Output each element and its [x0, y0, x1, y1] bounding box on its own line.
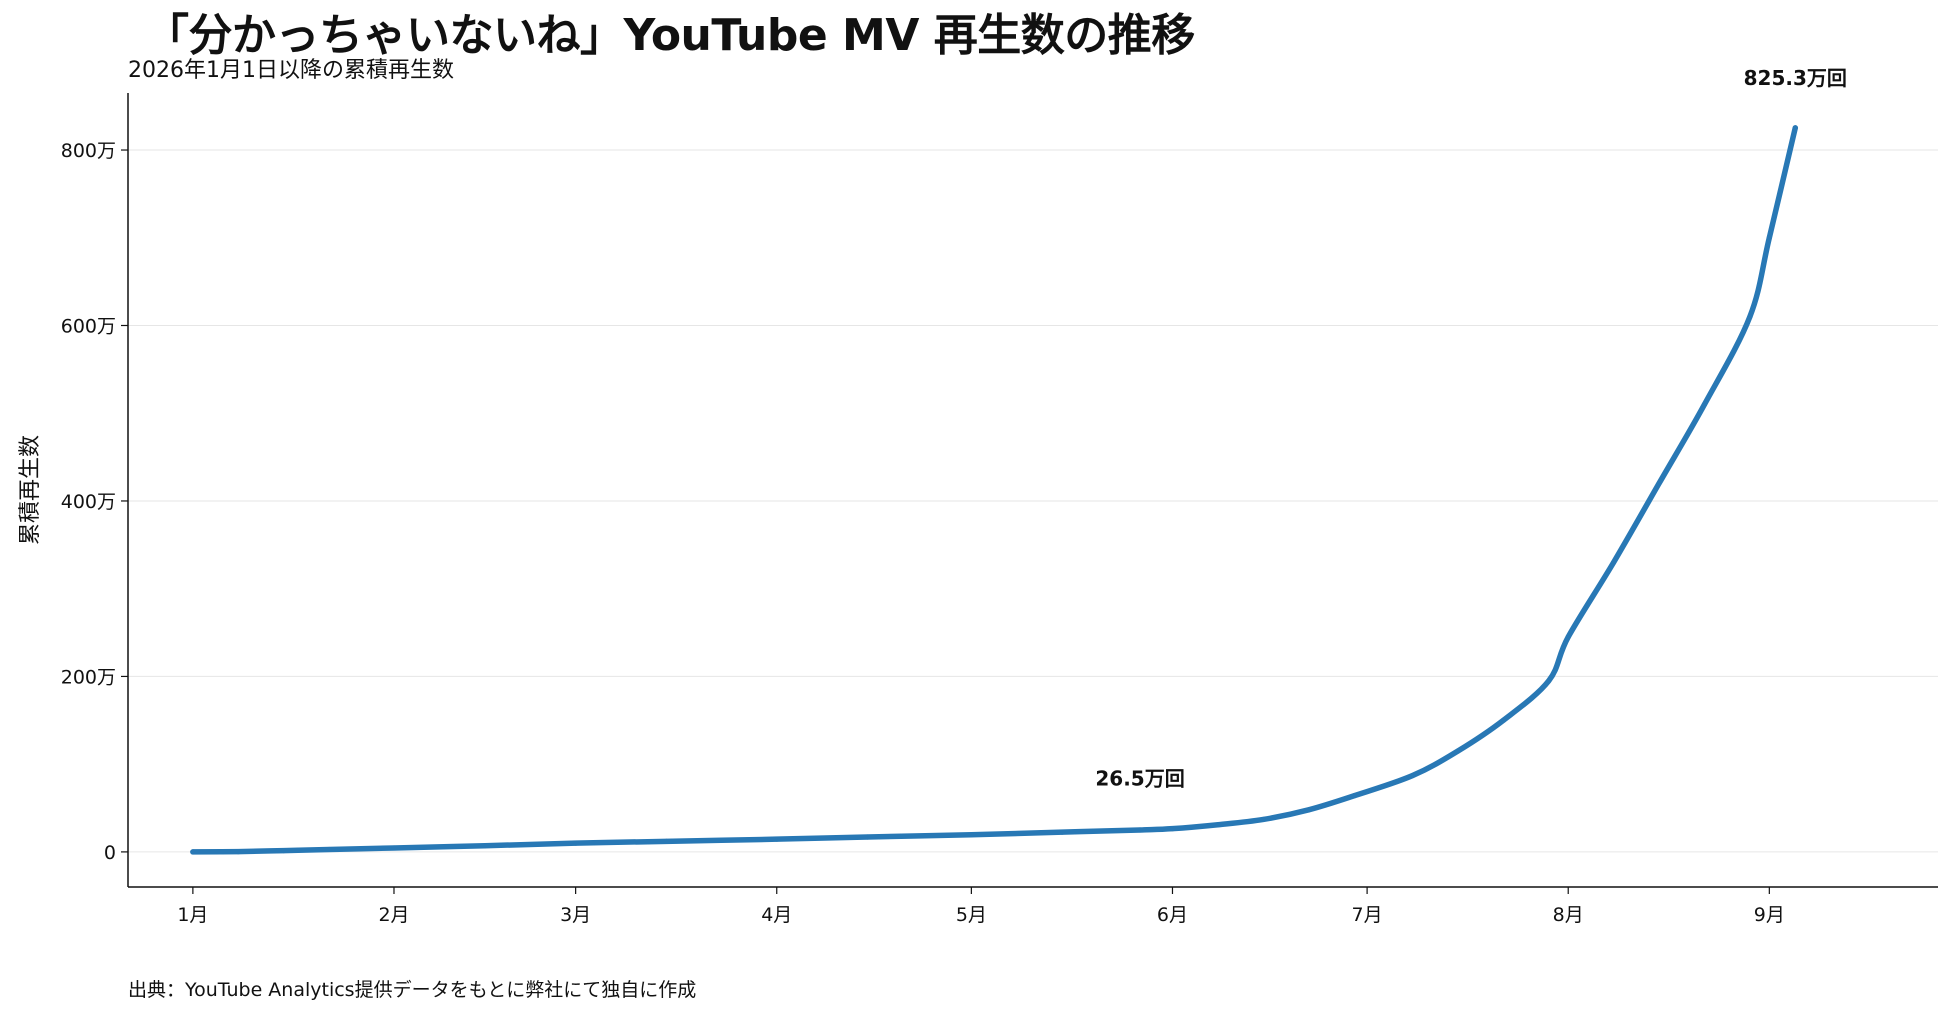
chart-axes [121, 93, 1938, 894]
data-point [1565, 634, 1571, 640]
data-point [1260, 816, 1266, 823]
x-tick-label: 5月 [956, 904, 987, 926]
data-point [1059, 829, 1065, 835]
data-point [774, 836, 780, 842]
data-point [968, 832, 974, 838]
x-tick-label: 6月 [1157, 904, 1188, 926]
data-point [1409, 772, 1416, 779]
data-point [1500, 717, 1506, 723]
series-line-0 [190, 125, 1799, 855]
x-tick-label: 3月 [560, 904, 591, 926]
data-point [1546, 678, 1552, 684]
y-tick-label: 0 [104, 842, 116, 864]
data-point [235, 849, 241, 855]
series-layer [190, 125, 1799, 855]
data-point [1455, 748, 1461, 754]
y-tick-label: 400万 [61, 491, 116, 513]
data-point [573, 840, 579, 846]
data-point [1792, 125, 1798, 131]
chart-subtitle: 2026年1月1日以降の累積再生数 [128, 58, 454, 83]
data-point [482, 843, 488, 849]
x-tick-label: 1月 [177, 904, 208, 926]
data-point [326, 846, 332, 853]
data-point [864, 834, 871, 840]
chart-labels: 0 200万 400万 600万 800万 1月 2月 3月 4月 5月 6月 7月 8月 9月 累積再生数… [18, 66, 1847, 926]
y-tick-label: 600万 [61, 315, 116, 337]
x-tick-label: 8月 [1553, 904, 1584, 926]
data-point [1137, 827, 1143, 833]
data-point [1169, 826, 1176, 832]
y-axis-title: 累積再生数 [18, 435, 43, 545]
data-point [1215, 822, 1221, 828]
data-point [281, 847, 287, 854]
data-point [1306, 807, 1312, 813]
data-point [1766, 235, 1772, 241]
x-tick-label: 9月 [1754, 904, 1785, 926]
x-tick-label: 7月 [1352, 904, 1383, 926]
y-tick-label: 200万 [61, 666, 116, 688]
grid-lines [128, 149, 1938, 853]
data-point [190, 849, 196, 855]
data-label: 26.5万回 [1095, 767, 1184, 791]
x-tick-label: 4月 [761, 904, 792, 926]
chart-title: 「分かっちゃいないね」YouTube MV 再生数の推移 [145, 10, 1195, 61]
source-note: 出典：YouTube Analytics提供データをもとに弊社にて独自に作成 [128, 979, 697, 1001]
x-tick-label: 2月 [378, 904, 409, 926]
data-point [1656, 480, 1662, 487]
data-point [1351, 793, 1357, 799]
data-point [663, 838, 670, 844]
data-point [1611, 559, 1617, 565]
data-point [1747, 314, 1753, 320]
y-tick-label: 800万 [61, 140, 116, 162]
data-point [1701, 401, 1708, 408]
data-label: 825.3万回 [1744, 66, 1847, 90]
data-point [391, 845, 397, 851]
